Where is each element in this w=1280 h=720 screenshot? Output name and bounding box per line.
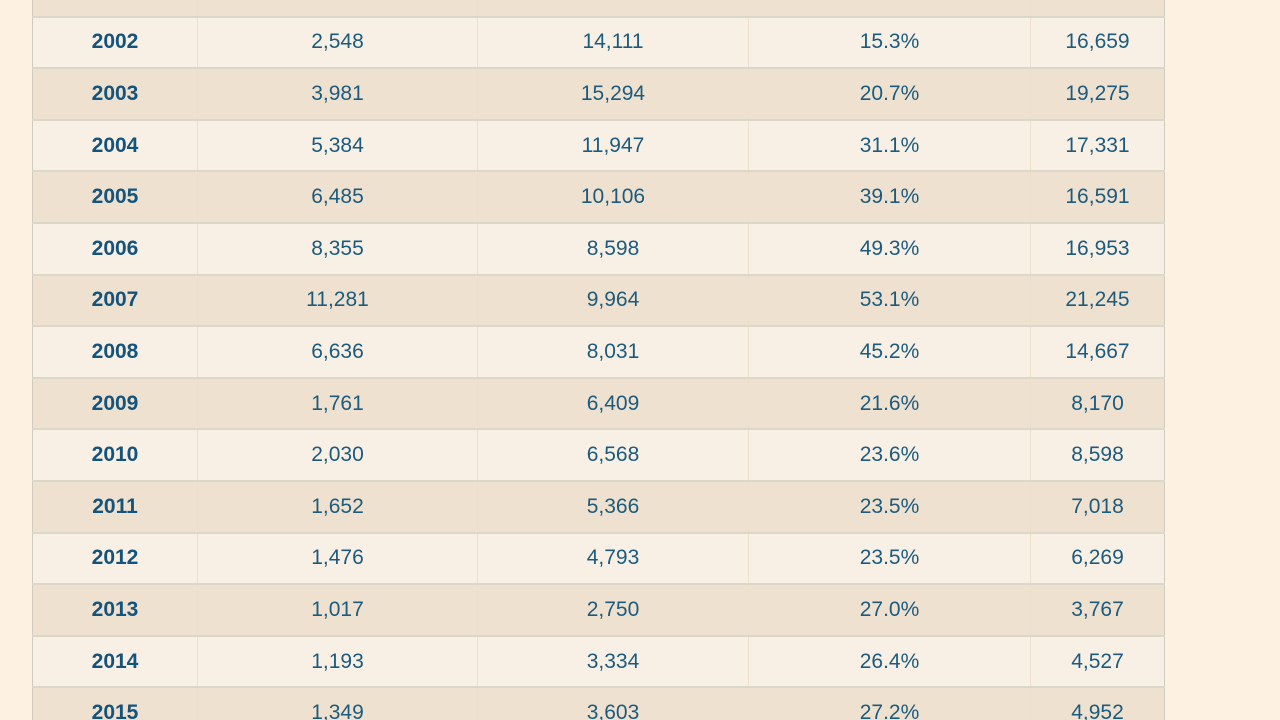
- total-cell: 21,245: [1065, 288, 1130, 312]
- value-cell-1: 5,384: [197, 119, 478, 172]
- table-row: 2009 1,761 6,409 21.6% 8,170: [32, 377, 1165, 430]
- table-row: 2003 3,981 15,294 20.7% 19,275: [32, 68, 1165, 120]
- year-cell: 2002: [32, 16, 198, 69]
- value-cell-2: 4,793: [477, 532, 749, 585]
- table-row: 2004 5,384 11,947 31.1% 17,331: [32, 119, 1165, 172]
- value-cell-2: 3,603: [477, 687, 749, 720]
- table-row: 2002 2,548 14,111 15.3% 16,659: [32, 16, 1165, 69]
- percent-cell: 9.3%: [748, 0, 1031, 17]
- value-cell-2: 9,964: [477, 274, 749, 327]
- year-cell: 2010: [32, 429, 198, 481]
- year-cell: 2007: [32, 274, 198, 327]
- value-cell-1: 8,355: [197, 222, 478, 275]
- value-cell-1: 1,349: [197, 687, 478, 720]
- percent-cell: 23.5%: [748, 532, 1031, 585]
- value-cell-1: 1,652: [197, 480, 478, 533]
- table-row: 2010 2,030 6,568 23.6% 8,598: [32, 429, 1165, 481]
- table-row: 2006 8,355 8,598 49.3% 16,953: [32, 222, 1165, 275]
- year-cell: 2008: [32, 326, 198, 378]
- total-cell: 4,527: [1071, 649, 1124, 673]
- value-cell-2: 12,349: [477, 0, 749, 17]
- value-cell-2: 6,568: [477, 429, 749, 481]
- year-cell: 2013: [32, 584, 198, 636]
- value-cell-2: 5,366: [477, 480, 749, 533]
- year-cell: 2012: [32, 532, 198, 585]
- value-cell-1: 11,281: [197, 274, 478, 327]
- year-cell: 2004: [32, 119, 198, 172]
- value-cell-2: 11,947: [477, 119, 749, 172]
- value-cell-1: 1,476: [197, 532, 478, 585]
- table-row: 2011 1,652 5,366 23.5% 7,018: [32, 480, 1165, 533]
- value-cell-1: 1,193: [197, 635, 478, 688]
- value-cell-1: 1,017: [197, 584, 478, 636]
- total-cell: 13,616: [1031, 0, 1165, 17]
- table-row: 2015 1,349 3,603 27.2% 4,952: [32, 687, 1165, 720]
- total-cell: 7,018: [1071, 494, 1124, 518]
- percent-cell: 15.3%: [748, 16, 1031, 69]
- year-cell: 2006: [32, 222, 198, 275]
- value-cell-1: 3,981: [197, 68, 478, 120]
- total-cell: 4,952: [1071, 701, 1124, 720]
- value-cell-2: 10,106: [477, 171, 749, 223]
- total-cell: 3,767: [1071, 597, 1124, 621]
- total-cell: 19,275: [1065, 81, 1130, 105]
- value-cell-2: 2,750: [477, 584, 749, 636]
- table-row: 2013 1,017 2,750 27.0% 3,767: [32, 584, 1165, 636]
- percent-cell: 21.6%: [748, 377, 1031, 430]
- value-cell-2: 8,598: [477, 222, 749, 275]
- value-cell-1: 2,548: [197, 16, 478, 69]
- table-row: 2014 1,193 3,334 26.4% 4,527: [32, 635, 1165, 688]
- percent-cell: 26.4%: [748, 635, 1031, 688]
- table-row: 2007 11,281 9,964 53.1% 21,245: [32, 274, 1165, 327]
- table-row: 2008 6,636 8,031 45.2% 14,667: [32, 326, 1165, 378]
- year-cell: 2014: [32, 635, 198, 688]
- table-row: 2012 1,476 4,793 23.5% 6,269: [32, 532, 1165, 585]
- year-cell: 2001: [32, 0, 198, 17]
- percent-cell: 31.1%: [748, 119, 1031, 172]
- total-cell: 8,598: [1071, 443, 1124, 467]
- total-cell: 14,667: [1065, 339, 1130, 363]
- value-cell-1: 1,267: [197, 0, 478, 17]
- value-cell-2: 6,409: [477, 377, 749, 430]
- value-cell-2: 3,334: [477, 635, 749, 688]
- value-cell-1: 6,485: [197, 171, 478, 223]
- value-cell-1: 1,761: [197, 377, 478, 430]
- percent-cell: 27.0%: [748, 584, 1031, 636]
- percent-cell: 53.1%: [748, 274, 1031, 327]
- table-row: 2001 1,267 12,349 9.3% 13,616: [32, 0, 1165, 17]
- year-cell: 2009: [32, 377, 198, 430]
- value-cell-2: 15,294: [477, 68, 749, 120]
- percent-cell: 20.7%: [748, 68, 1031, 120]
- total-cell: 17,331: [1065, 133, 1130, 157]
- year-cell: 2015: [32, 687, 198, 720]
- value-cell-2: 8,031: [477, 326, 749, 378]
- percent-cell: 23.6%: [748, 429, 1031, 481]
- total-cell: 16,659: [1065, 30, 1130, 54]
- total-cell: 6,269: [1071, 546, 1124, 570]
- year-cell: 2005: [32, 171, 198, 223]
- percent-cell: 49.3%: [748, 222, 1031, 275]
- percent-cell: 45.2%: [748, 326, 1031, 378]
- value-cell-2: 14,111: [477, 16, 749, 69]
- total-cell: 16,953: [1065, 236, 1130, 260]
- year-cell: 2003: [32, 68, 198, 120]
- table-scroll-region[interactable]: 2001 1,267 12,349 9.3% 13,616 2002 2,548…: [32, 0, 1165, 720]
- percent-cell: 23.5%: [748, 480, 1031, 533]
- value-cell-1: 6,636: [197, 326, 478, 378]
- percent-cell: 39.1%: [748, 171, 1031, 223]
- table-row: 2005 6,485 10,106 39.1% 16,591: [32, 171, 1165, 223]
- total-cell: 16,591: [1065, 185, 1130, 209]
- year-cell: 2011: [32, 480, 198, 533]
- data-table: 2001 1,267 12,349 9.3% 13,616 2002 2,548…: [32, 0, 1165, 720]
- percent-cell: 27.2%: [748, 687, 1031, 720]
- value-cell-1: 2,030: [197, 429, 478, 481]
- total-cell: 8,170: [1071, 391, 1124, 415]
